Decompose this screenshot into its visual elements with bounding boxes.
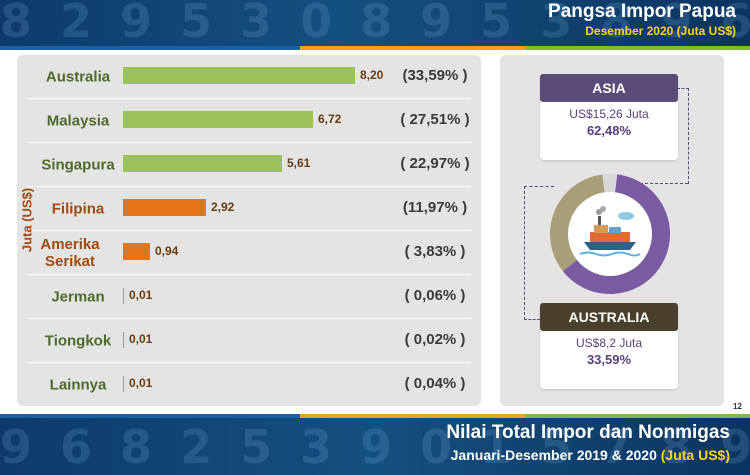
region-card-value: US$8,2 Juta bbox=[575, 336, 643, 350]
row-divider bbox=[27, 362, 471, 363]
decorative-numbers: 9 6 8 2 5 3 9 0 1 5 7 8 9 bbox=[0, 420, 750, 474]
header-banner: 8 2 9 5 3 0 8 9 5 3 8 9 6 Pangsa Impor P… bbox=[0, 0, 750, 46]
region-card-title: AUSTRALIA bbox=[540, 303, 678, 331]
bar-row: Lainnya 0,01 ( 0,04% ) bbox=[17, 363, 481, 407]
region-card-title: ASIA bbox=[540, 74, 678, 102]
footer-subtitle: Januari-Desember 2019 & 2020 (Juta US$) bbox=[451, 447, 730, 463]
row-divider bbox=[27, 98, 471, 99]
share-label: ( 3,83% ) bbox=[404, 243, 466, 260]
category-label: Singapura bbox=[41, 156, 115, 174]
bar-row: Filipina 2,92 (11,97% ) bbox=[17, 187, 481, 231]
bar bbox=[123, 67, 355, 84]
connector-line bbox=[688, 88, 689, 184]
connector-line bbox=[640, 183, 688, 184]
row-divider bbox=[27, 142, 471, 143]
row-divider bbox=[27, 186, 471, 187]
value-label: 8,20 bbox=[360, 68, 384, 82]
bar bbox=[123, 376, 124, 392]
value-label: 5,61 bbox=[287, 156, 311, 170]
value-label: 0,94 bbox=[155, 244, 179, 258]
bar bbox=[123, 243, 150, 260]
connector-line bbox=[524, 186, 525, 320]
share-label: ( 22,97% ) bbox=[400, 155, 470, 172]
footer-banner: 9 6 8 2 5 3 9 0 1 5 7 8 9 Nilai Total Im… bbox=[0, 418, 750, 475]
share-label: ( 27,51% ) bbox=[400, 111, 470, 128]
bar-row: Singapura 5,61 ( 22,97% ) bbox=[17, 143, 481, 187]
region-card-value: US$15,26 Juta bbox=[569, 107, 649, 121]
row-divider bbox=[27, 318, 471, 319]
region-card-asia: ASIA US$15,26 Juta 62,48% bbox=[540, 74, 678, 160]
page-subtitle: Desember 2020 (Juta US$) bbox=[585, 24, 736, 38]
bar-row: Jerman 0,01 ( 0,06% ) bbox=[17, 275, 481, 319]
connector-line bbox=[524, 319, 540, 320]
page-title: Pangsa Impor Papua bbox=[548, 1, 736, 22]
footer-subtitle-unit: (Juta US$) bbox=[660, 447, 730, 463]
decorative-numbers: 8 2 9 5 3 0 8 9 5 3 8 9 6 bbox=[0, 0, 750, 46]
category-label: Malaysia bbox=[46, 112, 110, 130]
value-label: 0,01 bbox=[129, 288, 153, 302]
row-divider bbox=[27, 230, 471, 231]
bar bbox=[123, 155, 282, 172]
connector-line bbox=[677, 88, 689, 89]
bar-row: Malaysia 6,72 ( 27,51% ) bbox=[17, 99, 481, 143]
value-label: 0,01 bbox=[129, 376, 153, 390]
y-axis-label: Juta (US$) bbox=[19, 187, 35, 253]
bar bbox=[123, 288, 124, 304]
region-card-share: 33,59% bbox=[586, 352, 632, 367]
share-label: ( 0,06% ) bbox=[404, 287, 466, 304]
footer-title: Nilai Total Impor dan Nonmigas bbox=[446, 422, 730, 443]
connector-line bbox=[524, 186, 554, 187]
bar bbox=[123, 199, 206, 216]
value-label: 2,92 bbox=[211, 200, 235, 214]
footer-stripe bbox=[0, 414, 750, 418]
share-label: (33,59% ) bbox=[402, 67, 468, 84]
share-label: (11,97% ) bbox=[402, 199, 468, 216]
category-label: Jerman bbox=[51, 288, 105, 306]
bar-row: Tiongkok 0,01 ( 0,02% ) bbox=[17, 319, 481, 363]
value-label: 0,01 bbox=[129, 332, 153, 346]
cargo-ship-icon bbox=[579, 206, 641, 257]
bar-row: Australia 8,20 (33,59% ) bbox=[17, 55, 481, 99]
region-card-share: 62,48% bbox=[586, 123, 632, 138]
page-number: 12 bbox=[733, 402, 742, 411]
share-label: ( 0,04% ) bbox=[404, 375, 466, 392]
bar bbox=[123, 332, 124, 348]
footer-subtitle-main: Januari-Desember 2019 & 2020 bbox=[450, 447, 657, 463]
category-label: Filipina bbox=[51, 200, 105, 218]
row-divider bbox=[27, 274, 471, 275]
category-label: Amerika Serikat bbox=[40, 236, 100, 270]
share-label: ( 0,02% ) bbox=[404, 331, 466, 348]
header-stripe bbox=[0, 46, 750, 50]
category-label: Australia bbox=[45, 68, 111, 86]
category-label: Tiongkok bbox=[44, 332, 112, 350]
region-card-australia: AUSTRALIA US$8,2 Juta 33,59% bbox=[540, 303, 678, 389]
region-donut-chart bbox=[550, 173, 671, 294]
category-label: Lainnya bbox=[49, 376, 107, 394]
bar-row: Amerika Serikat 0,94 ( 3,83% ) bbox=[17, 231, 481, 275]
bar-chart-panel: Australia 8,20 (33,59% ) Malaysia 6,72 ( 27,5… bbox=[17, 55, 481, 406]
value-label: 6,72 bbox=[318, 112, 342, 126]
bar bbox=[123, 111, 313, 128]
